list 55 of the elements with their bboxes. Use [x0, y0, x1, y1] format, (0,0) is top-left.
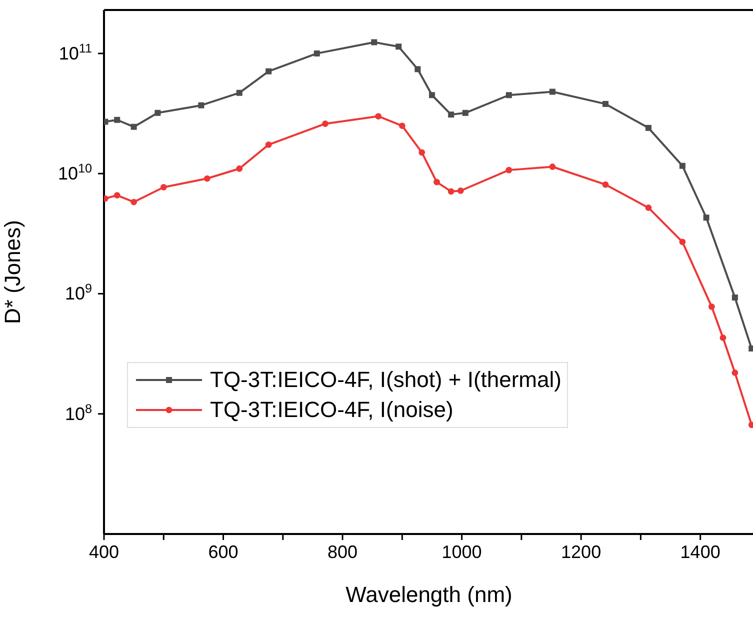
point — [549, 164, 556, 170]
point — [679, 238, 686, 246]
point — [375, 113, 382, 120]
point — [266, 68, 272, 74]
point — [645, 124, 652, 131]
point — [414, 66, 421, 72]
x-tick-label: 1200 — [561, 542, 602, 562]
point — [720, 334, 726, 341]
point — [322, 120, 328, 127]
point — [462, 110, 468, 116]
x-tick-label: 400 — [88, 542, 120, 562]
legend-label: TQ-3T:IEICO-4F, I(shot) + I(thermal) — [210, 366, 562, 394]
y-tick-label: 10$^{9}$ — [64, 282, 92, 304]
point — [160, 184, 167, 190]
point — [506, 92, 512, 98]
y-tick-label: 10$^{11}$ — [58, 41, 92, 64]
y-axis-title: D* (Jones) — [0, 220, 25, 324]
point — [434, 178, 440, 186]
point — [679, 162, 686, 169]
point — [130, 198, 138, 206]
point — [265, 141, 272, 148]
point — [130, 124, 137, 130]
x-tick-label: 800 — [328, 542, 358, 562]
point — [428, 92, 435, 98]
legend-label: TQ-3T:IEICO-4F, I(noise) — [210, 396, 454, 424]
x-tick-label: 600 — [208, 542, 238, 562]
point — [371, 39, 378, 46]
point — [457, 188, 464, 194]
point — [549, 88, 556, 95]
point — [602, 100, 609, 107]
x-tick-label: 1400 — [680, 542, 720, 562]
point — [236, 90, 242, 96]
point — [114, 116, 120, 123]
point — [703, 214, 710, 221]
point — [732, 294, 738, 301]
point — [398, 122, 406, 129]
y-tick-label: 10$^{8}$ — [64, 402, 92, 424]
point — [396, 44, 402, 50]
point — [114, 192, 120, 198]
point — [314, 50, 320, 56]
y-tick-label: 10$^{10}$ — [58, 162, 92, 184]
point — [732, 370, 738, 376]
point — [154, 110, 161, 116]
point — [602, 181, 609, 188]
point — [448, 112, 454, 118]
point — [198, 102, 204, 108]
x-tick-label: 1000 — [442, 542, 482, 562]
x-axis-title: Wavelength (nm) — [346, 582, 512, 607]
point — [204, 175, 210, 182]
point — [645, 204, 652, 211]
point — [418, 149, 426, 156]
point — [448, 188, 454, 195]
point — [506, 166, 512, 174]
point — [236, 165, 243, 172]
point — [708, 303, 715, 310]
